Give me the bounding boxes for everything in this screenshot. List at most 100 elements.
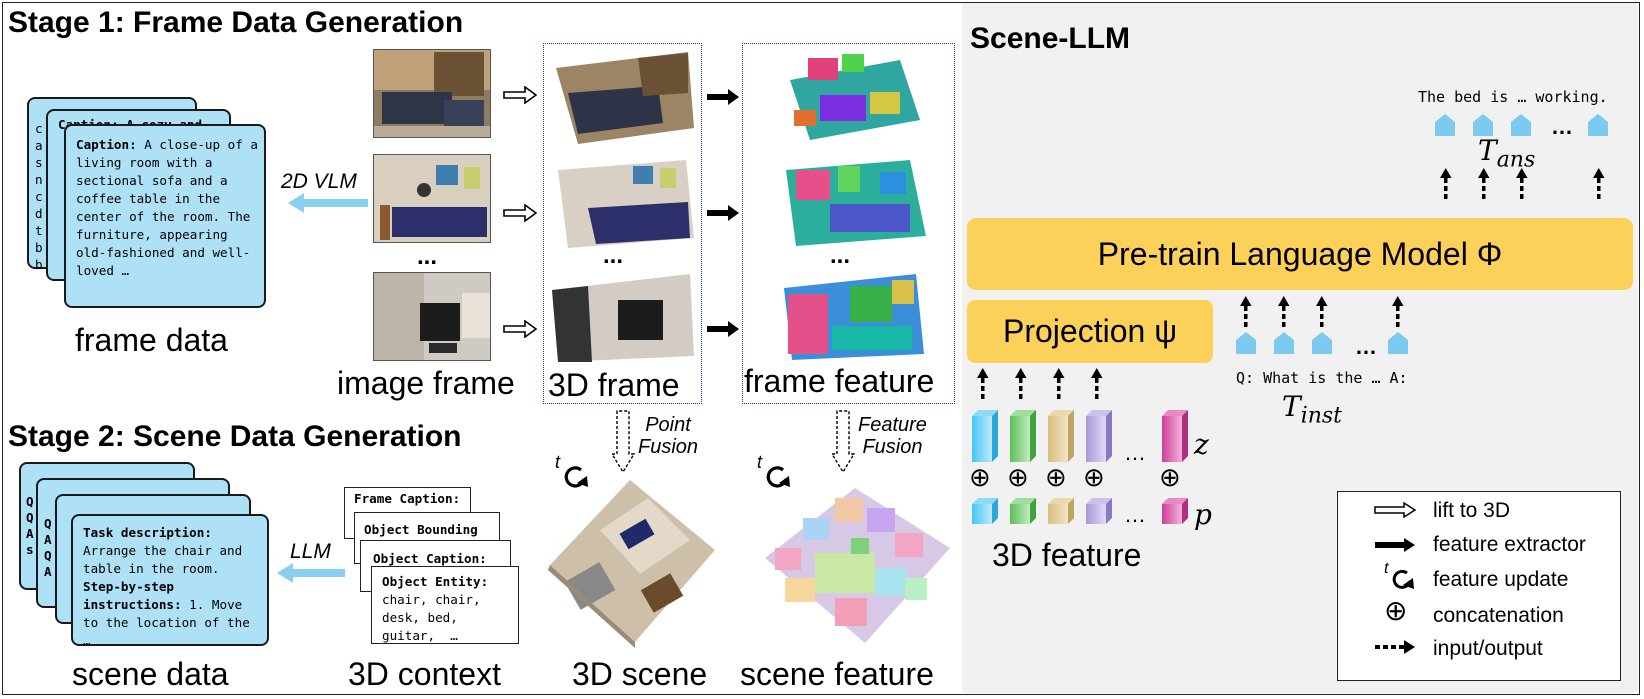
answer-token-1 [1435,114,1455,136]
frame-feature-2 [786,160,926,246]
frame-feature-box [742,43,955,404]
vlm-arrow-icon [288,193,368,213]
legend-dotted-arrow-icon [1375,640,1415,654]
scene3d-label: 3D scene [572,656,708,692]
legend-rotate-icon [1392,569,1414,589]
scene3d-render [548,480,715,648]
point-fusion-arrow-icon [611,410,635,474]
legend-solid-arrow-icon [1375,538,1415,552]
scene-feature-label: scene feature [740,656,934,692]
lift-arrow-icon-2 [503,204,537,222]
frame-feature-1 [790,54,920,140]
context-card-object-entity: Object Entity: chair, chair, desk, bed, … [371,566,519,644]
p-ellipsis: … [1124,502,1146,527]
entity-text: chair, chair, desk, bed, guitar, … [382,592,489,643]
t-ans-label: Tans [1478,134,1536,173]
p-label: p [1194,498,1212,531]
scene-card-front: Task description: Arrange the chair and … [71,514,269,648]
legend-t-glyph: t [1384,560,1389,577]
scene-data-label: scene data [72,656,229,692]
legend-box: lift to 3D feature extractor t feature u… [1337,491,1621,681]
frame3d-bedroom [558,160,694,248]
answer-ellipsis: … [1551,114,1573,139]
scene-feature-t-label: t [757,452,763,472]
image-frame-living-room [373,49,491,138]
concatenation-row: ⊕ ⊕ ⊕ ⊕ ⊕ [969,461,1210,493]
scene-feature-render [765,488,950,643]
answer-token-2 [1473,114,1493,136]
scene-llm-title: Scene-LLM [970,22,1131,55]
legend-circled-plus-icon: ⊕ [1384,595,1408,626]
image-frame-ellipsis: ... [417,243,438,270]
language-model-label: Pre-train Language Model Φ [1097,236,1503,272]
plus-icon-4: ⊕ [1083,462,1105,492]
t-inst-label: Tinst [1282,390,1343,429]
feature-fusion-label: Feature Fusion [858,414,927,458]
projection-box: Projection ψ [967,300,1213,363]
point-fusion-label: Point Fusion [638,414,699,458]
plus-icon-1: ⊕ [969,462,991,492]
caption-text: A close-up of a living room with a secti… [76,137,266,278]
frame-data-label: frame data [75,322,228,358]
feature-input-arrows-icon [977,368,1103,399]
caption-card-front: Caption: A close-up of a living room wit… [64,124,266,308]
steps-label: Step-by-step instructions: [83,579,182,612]
stage1-title: Stage 1: Frame Data Generation [8,6,464,39]
answer-token-4 [1588,114,1608,136]
answer-text: The bed is … working. [1418,88,1608,106]
image-frame-label: image frame [337,365,515,401]
frame3d-box [543,43,702,404]
lift-arrow-icon-3 [503,320,537,338]
entity-label: Object Entity: [382,574,489,589]
legend-label-lift: lift to 3D [1433,499,1511,522]
vlm-label: 2D VLM [281,170,357,193]
output-arrows-icon [1440,168,1605,199]
extractor-arrow-icon-3 [707,321,739,337]
feature-fusion-arrow-icon [831,410,855,474]
projection-label: Projection ψ [1003,313,1177,349]
scene3d-rotate-icon [564,466,588,488]
legend-label-concat: concatenation [1433,604,1564,627]
question-text: Q: What is the … A: [1236,369,1408,387]
frame3d-ellipsis: ... [603,242,624,269]
legend-label-io: input/output [1433,637,1543,660]
image-frame-bedroom [373,154,491,243]
legend-label-update: feature update [1433,568,1569,591]
extractor-arrow-icon-2 [707,205,739,221]
scene3d-t-label: t [555,452,561,472]
plus-icon-3: ⊕ [1045,462,1067,492]
plus-icon-5: ⊕ [1159,462,1181,492]
frame-feature-ellipsis: ... [830,242,851,269]
feature-p-cubes [972,498,1188,524]
answer-token-3 [1511,114,1531,136]
frame3d-living-room [556,52,694,144]
stage2-title: Stage 2: Scene Data Generation [8,420,462,453]
instruction-input-arrows-icon [1236,296,1408,354]
extractor-arrow-icon-1 [707,89,739,105]
feature-columns [972,410,1188,524]
llm-label: LLM [290,540,331,563]
z-ellipsis: … [1124,440,1146,465]
task-label: Task description: [83,525,212,540]
language-model-box: Pre-train Language Model Φ [967,218,1633,290]
frame-feature-3 [784,274,924,360]
frame-feature-label: frame feature [744,363,935,399]
scene-feature-rotate-icon [766,466,790,488]
steps-text: 1. Move to the location of the … [83,597,258,648]
instruction-ellipsis: … [1355,334,1377,359]
feature3d-label: 3D feature [992,537,1142,573]
feature-z-cubes [972,410,1188,462]
lift-arrow-icon-1 [503,86,537,104]
frame3d-office [552,274,694,362]
task-text: Arrange the chair and table in the room. [83,543,250,576]
frame3d-label: 3D frame [548,367,680,403]
llm-arrow-icon [277,563,345,583]
z-label: z [1194,428,1209,461]
context-label: 3D context [348,656,501,692]
image-frame-office [373,272,491,361]
legend-hollow-arrow-icon [1374,502,1416,518]
